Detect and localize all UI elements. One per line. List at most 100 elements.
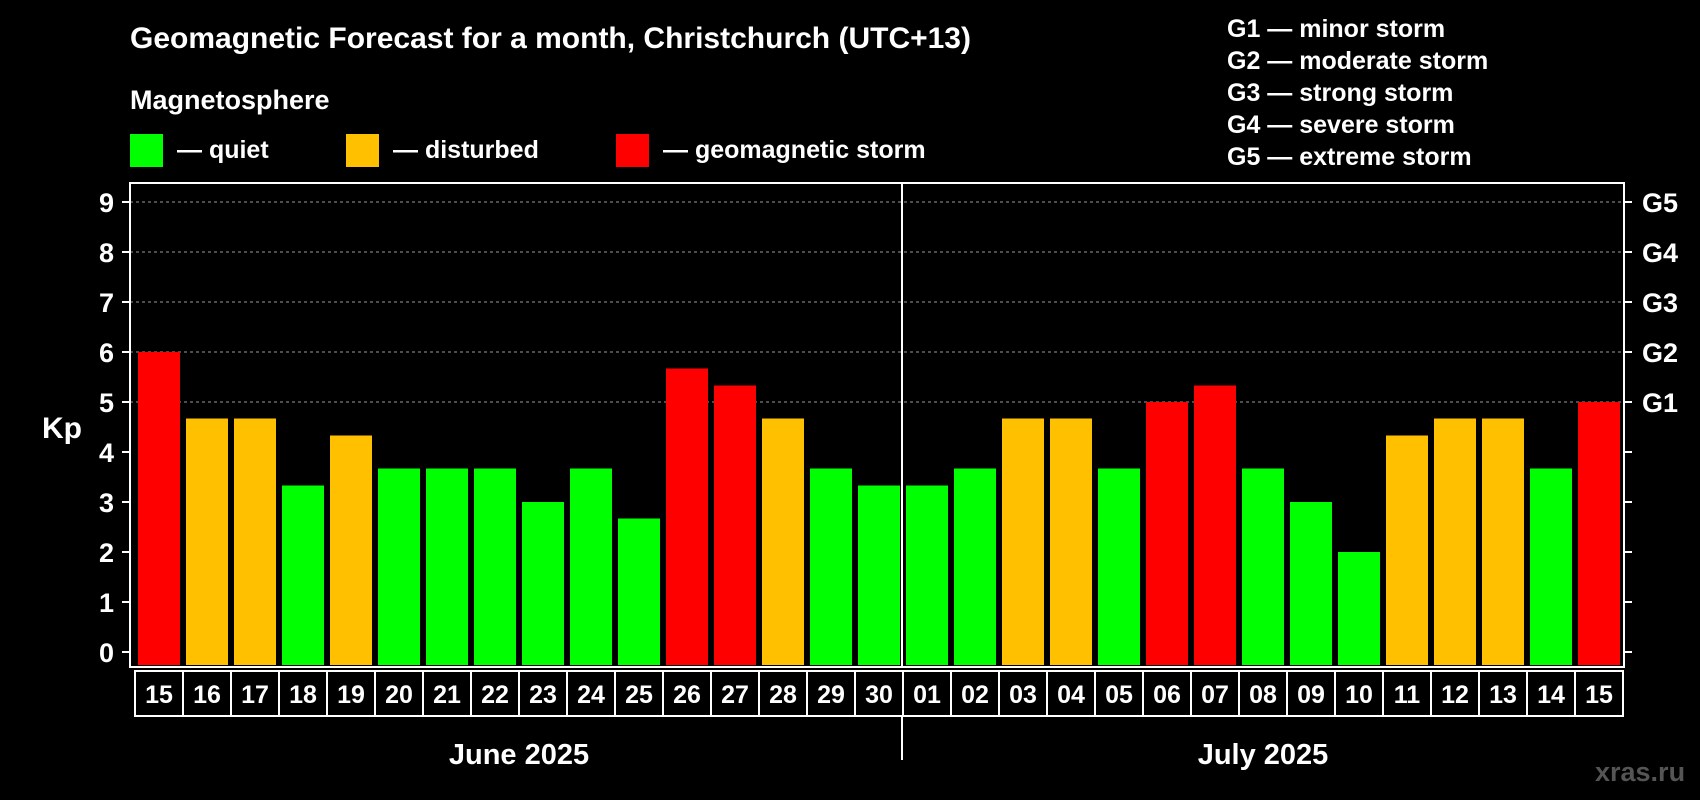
g-label-g5: G5: [1642, 188, 1678, 218]
storm-legend-g5: G5 — extreme storm: [1227, 143, 1472, 171]
bar-3: [282, 485, 324, 665]
y-tick-label-7: 7: [99, 288, 114, 318]
gridlines: [130, 201, 1624, 403]
bar-21: [1146, 402, 1188, 665]
bar-29: [1530, 468, 1572, 665]
legend-label-quiet: — quiet: [177, 136, 269, 164]
x-tick-label-25: 10: [1345, 681, 1373, 709]
y-tick-label-6: 6: [99, 338, 114, 368]
x-tick-label-27: 12: [1441, 681, 1469, 709]
g-scale-ticks: G1 G2 G3 G4 G5: [1642, 188, 1678, 418]
bar-22: [1194, 385, 1236, 665]
legend-heading: Magnetosphere: [130, 85, 330, 115]
y-tick-label-3: 3: [99, 488, 114, 518]
bar-23: [1242, 468, 1284, 665]
x-tick-label-2: 17: [241, 681, 269, 709]
x-tick-label-15: 30: [865, 681, 893, 709]
bar-0: [138, 352, 180, 665]
x-tick-label-11: 26: [673, 681, 701, 709]
chart-title: Geomagnetic Forecast for a month, Christ…: [130, 22, 971, 55]
legend-label-storm: — geomagnetic storm: [663, 136, 926, 164]
x-label-frame: [134, 670, 1624, 717]
bar-20: [1098, 468, 1140, 665]
x-tick-label-9: 24: [577, 681, 605, 709]
bar-26: [1386, 435, 1428, 665]
g-label-g3: G3: [1642, 288, 1678, 318]
watermark: xras.ru: [1595, 757, 1685, 787]
g-label-g2: G2: [1642, 338, 1678, 368]
x-tick-label-4: 19: [337, 681, 365, 709]
legend-swatch-quiet: [130, 134, 163, 167]
y-axis-label: Kp: [42, 412, 82, 445]
x-tick-label-5: 20: [385, 681, 413, 709]
bar-15: [858, 485, 900, 665]
x-tick-label-24: 09: [1297, 681, 1325, 709]
month-label-0: June 2025: [449, 739, 589, 771]
bar-12: [714, 385, 756, 665]
bar-28: [1482, 418, 1524, 665]
bar-24: [1290, 502, 1332, 665]
bar-11: [666, 368, 708, 665]
y-tick-label-0: 0: [99, 638, 114, 668]
x-tick-label-8: 23: [529, 681, 557, 709]
bar-16: [906, 485, 948, 665]
bar-4: [330, 435, 372, 665]
month-label-1: July 2025: [1198, 739, 1329, 771]
plot-frame: [129, 182, 1625, 668]
bar-8: [522, 502, 564, 665]
bar-19: [1050, 418, 1092, 665]
bar-6: [426, 468, 468, 665]
bar-30: [1578, 402, 1620, 665]
legend-swatch-disturbed: [346, 134, 379, 167]
legend-swatch-storm: [616, 134, 649, 167]
storm-legend-g3: G3 — strong storm: [1227, 79, 1453, 107]
y-ticks: 0 1 2 3 4 5 6 7 8 9: [99, 188, 1632, 668]
x-tick-label-23: 08: [1249, 681, 1277, 709]
y-tick-label-8: 8: [99, 238, 114, 268]
storm-legend-g1: G1 — minor storm: [1227, 15, 1445, 43]
x-tick-label-13: 28: [769, 681, 797, 709]
x-tick-label-12: 27: [721, 681, 749, 709]
x-tick-label-1: 16: [193, 681, 221, 709]
g-label-g4: G4: [1642, 238, 1678, 268]
bar-7: [474, 468, 516, 665]
bar-18: [1002, 418, 1044, 665]
x-tick-label-30: 15: [1585, 681, 1613, 709]
bar-10: [618, 518, 660, 665]
x-tick-label-18: 03: [1009, 681, 1037, 709]
x-tick-label-20: 05: [1105, 681, 1133, 709]
x-tick-label-22: 07: [1201, 681, 1229, 709]
x-tick-label-29: 14: [1537, 681, 1565, 709]
x-tick-labels: 15 16 17 18 19 20 21 22 23 24 25 26 27 28 29 30 01 02 03 04…: [134, 670, 1624, 760]
y-tick-label-9: 9: [99, 188, 114, 218]
bar-5: [378, 468, 420, 665]
x-tick-label-14: 29: [817, 681, 845, 709]
y-tick-label-5: 5: [99, 388, 114, 418]
storm-legend-g4: G4 — severe storm: [1227, 111, 1455, 139]
x-tick-label-6: 21: [433, 681, 461, 709]
g-label-g1: G1: [1642, 388, 1678, 418]
bar-13: [762, 418, 804, 665]
legend-label-disturbed: — disturbed: [393, 136, 539, 164]
x-tick-label-3: 18: [289, 681, 317, 709]
x-tick-label-16: 01: [913, 681, 941, 709]
bar-27: [1434, 418, 1476, 665]
y-tick-label-2: 2: [99, 538, 114, 568]
x-tick-label-21: 06: [1153, 681, 1181, 709]
y-tick-label-4: 4: [99, 438, 114, 468]
storm-legend-g2: G2 — moderate storm: [1227, 47, 1488, 75]
x-tick-label-26: 11: [1394, 681, 1421, 709]
bars: [138, 352, 1620, 665]
bar-14: [810, 468, 852, 665]
x-tick-label-17: 02: [961, 681, 989, 709]
month-labels: June 2025 July 2025: [449, 739, 1328, 771]
x-tick-label-0: 15: [145, 681, 173, 709]
bar-9: [570, 468, 612, 665]
y-tick-label-1: 1: [99, 588, 114, 618]
bar-25: [1338, 552, 1380, 665]
x-tick-label-19: 04: [1057, 681, 1085, 709]
bar-17: [954, 468, 996, 665]
bar-2: [234, 418, 276, 665]
x-tick-label-7: 22: [481, 681, 509, 709]
